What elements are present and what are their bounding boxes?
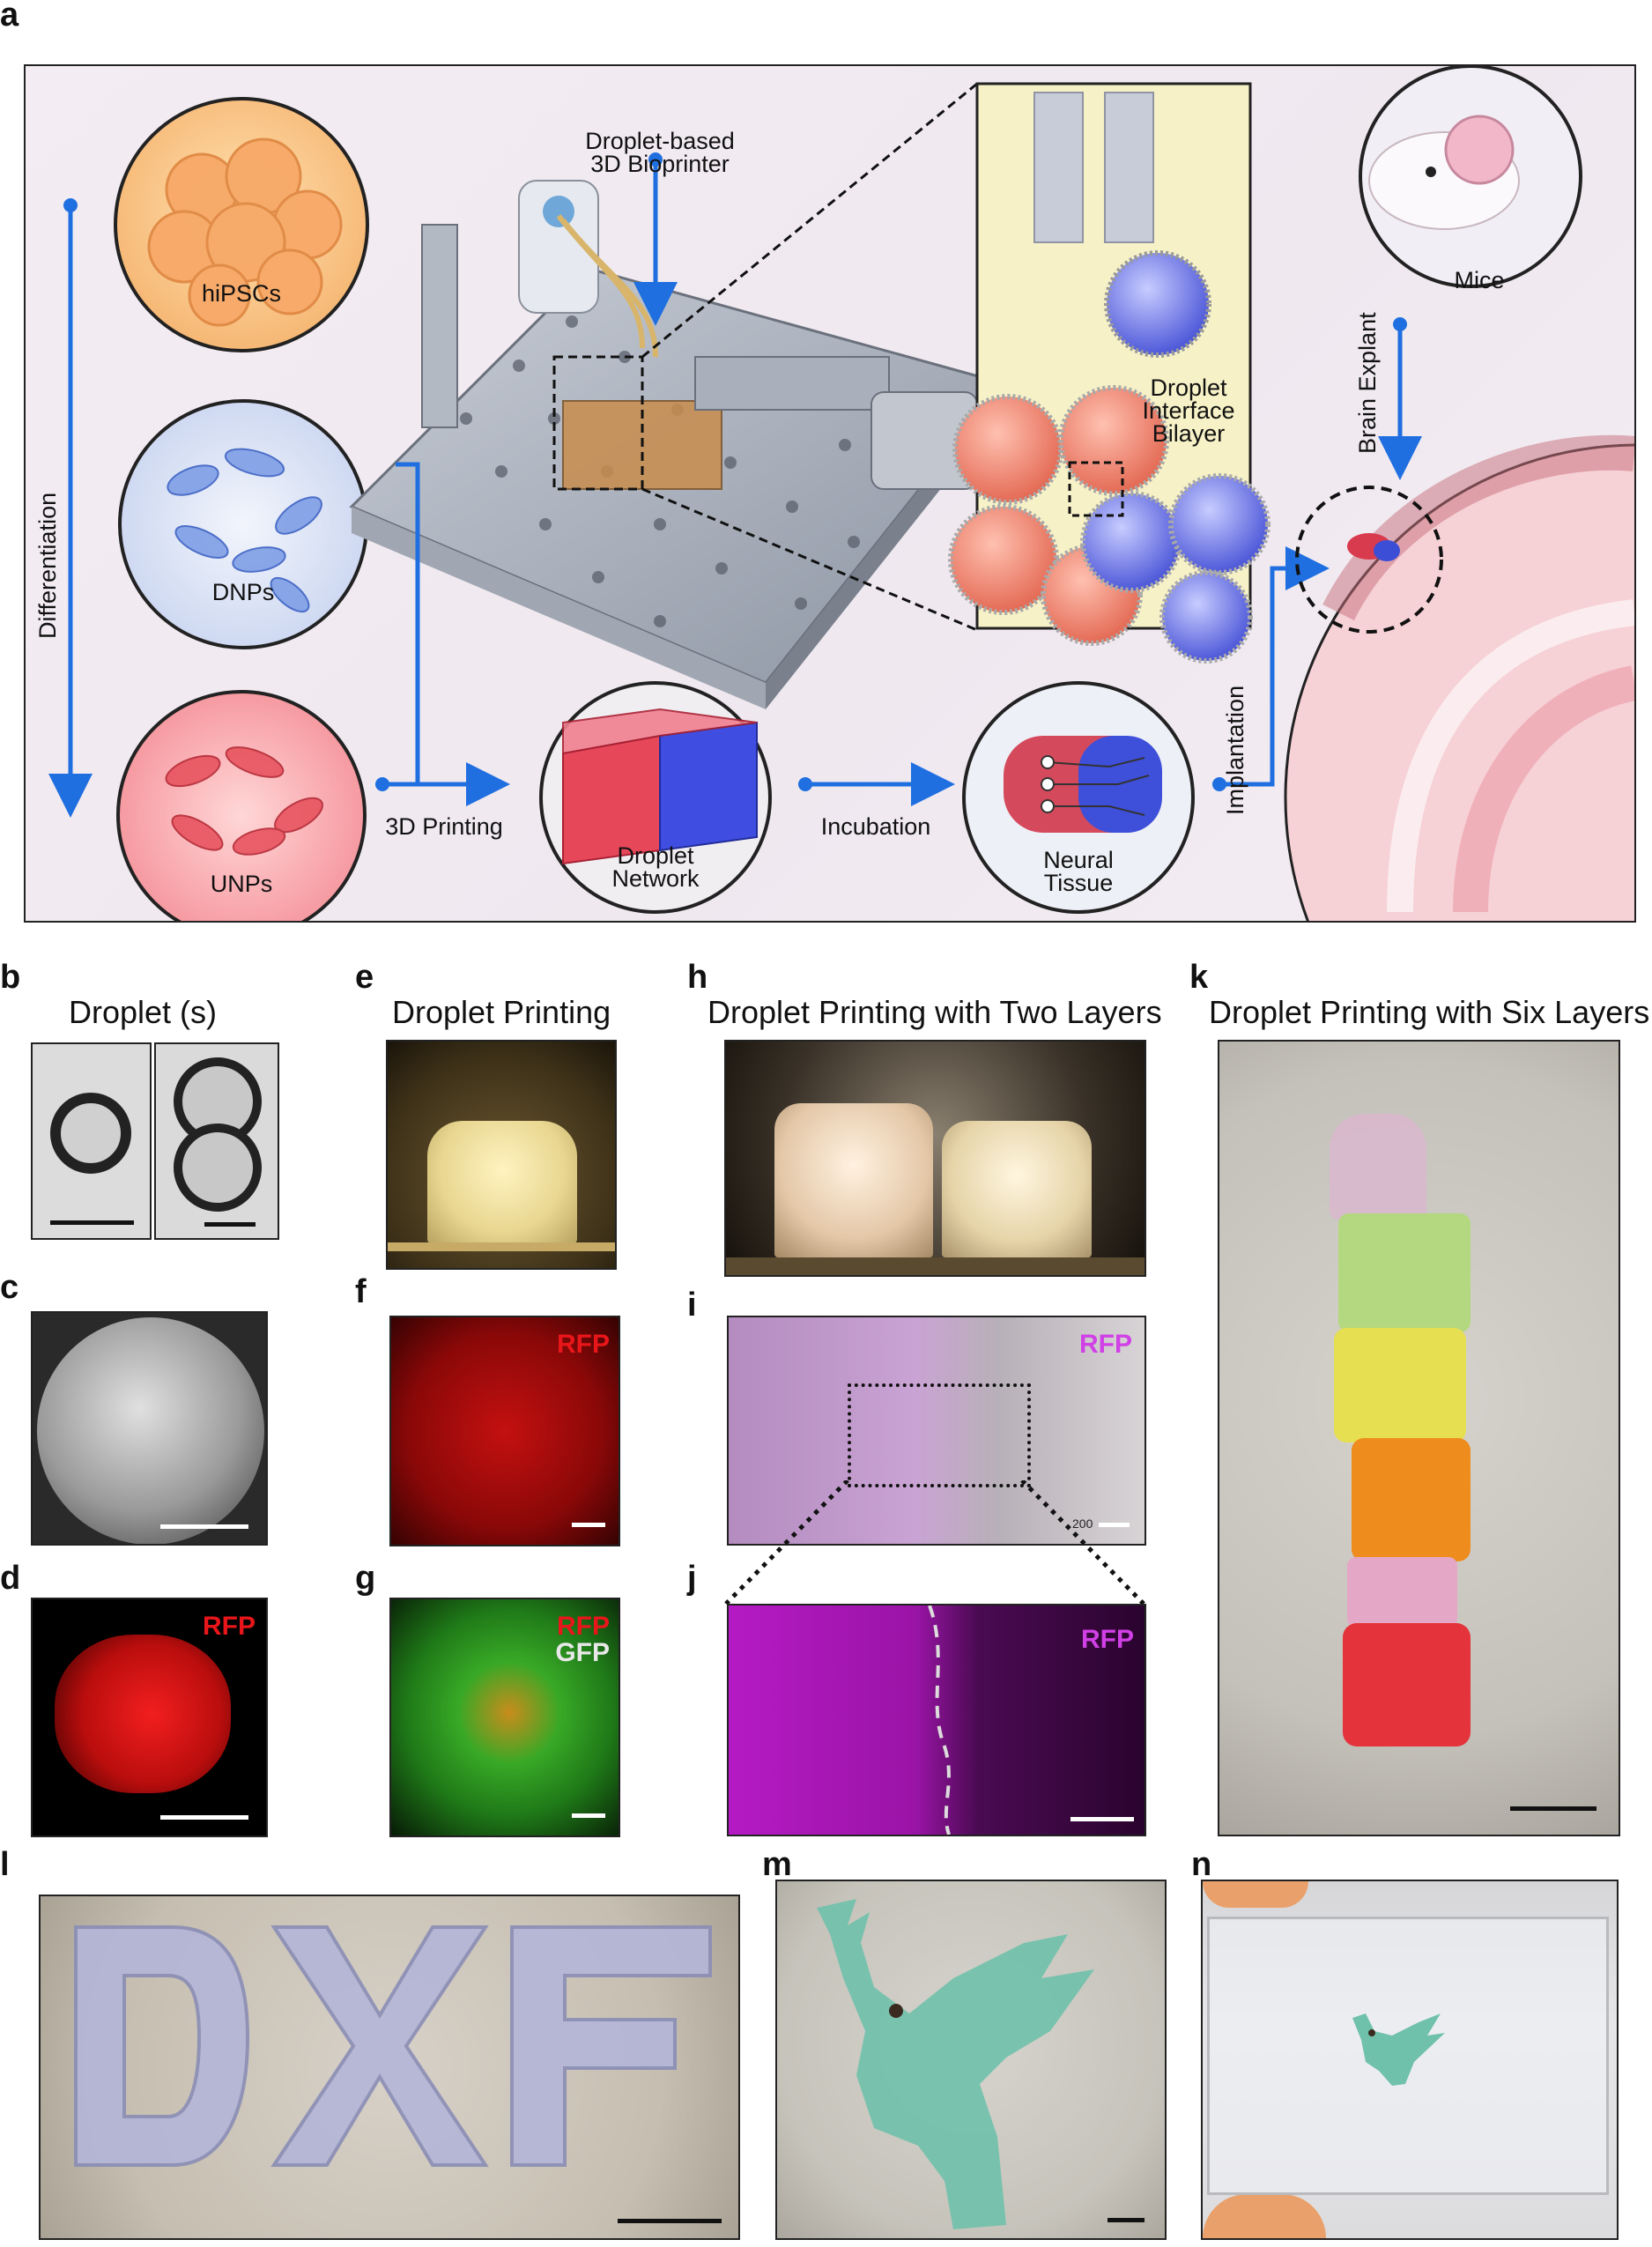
rfp-tag: RFP [1081, 1625, 1134, 1654]
panel-c-label: c [0, 1269, 19, 1306]
panel-h-title: Droplet Printing with Two Layers [707, 994, 1162, 1030]
scale-bar [1099, 1523, 1130, 1527]
incubation-label: Incubation [820, 813, 931, 840]
gfp-tag: GFP [555, 1638, 610, 1667]
mice-label: Mice [1454, 267, 1505, 293]
panel-h-label: h [687, 959, 708, 996]
panel-h-image [724, 1040, 1146, 1277]
rfp-tag: RFP [1079, 1330, 1132, 1359]
rfp-tag: RFP [557, 1330, 610, 1359]
scale-bar [160, 1815, 248, 1820]
unps-label: UNPs [210, 871, 273, 897]
scale-bar [50, 1220, 134, 1225]
panel-d-image: RFP [31, 1598, 268, 1837]
panel-g-image: RFP GFP [389, 1598, 620, 1837]
panel-m-label: m [762, 1846, 792, 1883]
panel-d-label: d [0, 1560, 21, 1597]
scale-bar [1510, 1806, 1596, 1811]
bilayer-label-line2: Interface [1142, 397, 1235, 424]
panel-e-image [386, 1040, 617, 1270]
panel-n-label: n [1191, 1846, 1212, 1883]
bird-shape [817, 1899, 1094, 2229]
scale-bar [572, 1523, 605, 1527]
dnps-circle [118, 399, 368, 649]
rfp-tag: RFP [557, 1612, 610, 1641]
panel-l-label: l [0, 1846, 10, 1883]
printing-label: 3D Printing [385, 813, 503, 840]
panel-k-image [1218, 1040, 1620, 1836]
zoom-region-box [848, 1383, 1031, 1487]
unps-circle [116, 690, 367, 921]
panel-b-title: Droplet (s) [69, 994, 218, 1030]
differentiation-label: Differentiation [34, 492, 61, 639]
letters-shape [74, 1925, 712, 2167]
panel-k-title: Droplet Printing with Six Layers [1209, 994, 1650, 1030]
panel-e-title: Droplet Printing [392, 994, 611, 1030]
dnps-label: DNPs [211, 579, 275, 605]
panel-g-label: g [355, 1560, 376, 1597]
panel-i-image: RFP 200 [727, 1316, 1146, 1546]
panel-e-label: e [355, 959, 374, 996]
panel-f-label: f [355, 1273, 367, 1310]
rfp-tag: RFP [203, 1612, 256, 1641]
scale-bar [1108, 2218, 1145, 2222]
magnify-box [552, 355, 644, 491]
bilayer-label-line3: Bilayer [1152, 420, 1226, 447]
scale-bar [572, 1813, 605, 1818]
bilayer-label-line1: Droplet [1150, 374, 1227, 401]
panel-l-image [39, 1895, 740, 2240]
panel-b-single-droplet [31, 1042, 152, 1240]
panel-a-label: a [0, 0, 19, 33]
scale-text: 200 [1072, 1517, 1093, 1531]
scale-bar [618, 2219, 722, 2223]
bioprinter-label-line1: Droplet-based [585, 128, 735, 154]
bioprinter-label-line2: 3D Bioprinter [590, 151, 730, 177]
panel-k-label: k [1189, 959, 1209, 996]
schematic-illustration [48, 66, 1634, 921]
panel-i-label: i [687, 1287, 697, 1324]
panel-a-schematic: Differentiation hiPSCs DNPs UNPs Droplet… [24, 64, 1636, 923]
zoom-connectors [724, 1480, 1145, 1606]
brain-explant-label: Brain Explant [1354, 312, 1381, 454]
tissue-label-line2: Tissue [1043, 870, 1114, 896]
boundary-line [928, 1606, 951, 1835]
panel-j-label: j [687, 1560, 697, 1597]
hipscs-label: hiPSCs [201, 280, 282, 307]
panel-m-image [775, 1880, 1167, 2240]
implant-site [1295, 486, 1443, 634]
panel-b-label: b [0, 959, 21, 996]
network-label-line1: Droplet [617, 842, 694, 869]
implantation-label: Implantation [1222, 685, 1248, 815]
panel-f-image: RFP [389, 1316, 620, 1546]
tissue-label-line1: Neural [1043, 847, 1114, 873]
panel-c-image [31, 1311, 268, 1546]
panel-j-image: RFP [727, 1604, 1146, 1836]
panel-n-image [1201, 1880, 1619, 2240]
scale-bar [160, 1524, 248, 1529]
bird-in-tank [1352, 2013, 1445, 2086]
scale-bar [1070, 1817, 1134, 1821]
scale-bar [204, 1222, 256, 1227]
panel-b-double-droplet [154, 1042, 279, 1240]
network-label-line2: Network [611, 865, 700, 892]
